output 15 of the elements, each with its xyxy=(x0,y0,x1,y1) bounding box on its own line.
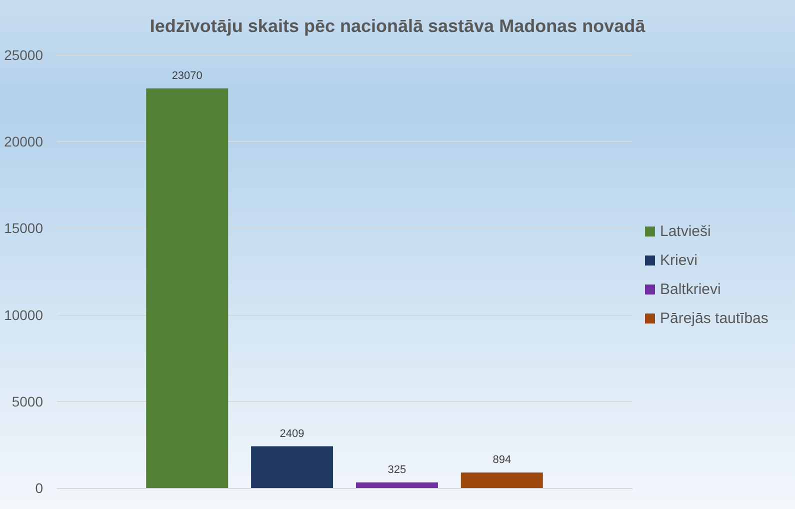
legend-label: Krievi xyxy=(660,252,698,269)
y-tick-label: 0 xyxy=(35,480,44,496)
y-tick-label: 10000 xyxy=(4,306,44,323)
legend-label: Baltkrievi xyxy=(660,281,721,298)
data-label: 894 xyxy=(492,454,512,466)
y-tick-label: 5000 xyxy=(12,393,44,410)
legend-label: Latvieši xyxy=(660,223,711,240)
y-tick-label: 15000 xyxy=(4,220,44,236)
y-tick-label: 25000 xyxy=(4,47,44,63)
y-tick-label: 20000 xyxy=(4,134,44,150)
data-label: 325 xyxy=(388,464,406,476)
data-label: 23070 xyxy=(172,70,202,82)
data-label: 2409 xyxy=(280,428,304,440)
chart-title: Iedzīvotāju skaits pēc nacionālā sastāva Madonas novadā xyxy=(150,16,646,36)
legend-label: Pārejās tautības xyxy=(660,310,768,327)
